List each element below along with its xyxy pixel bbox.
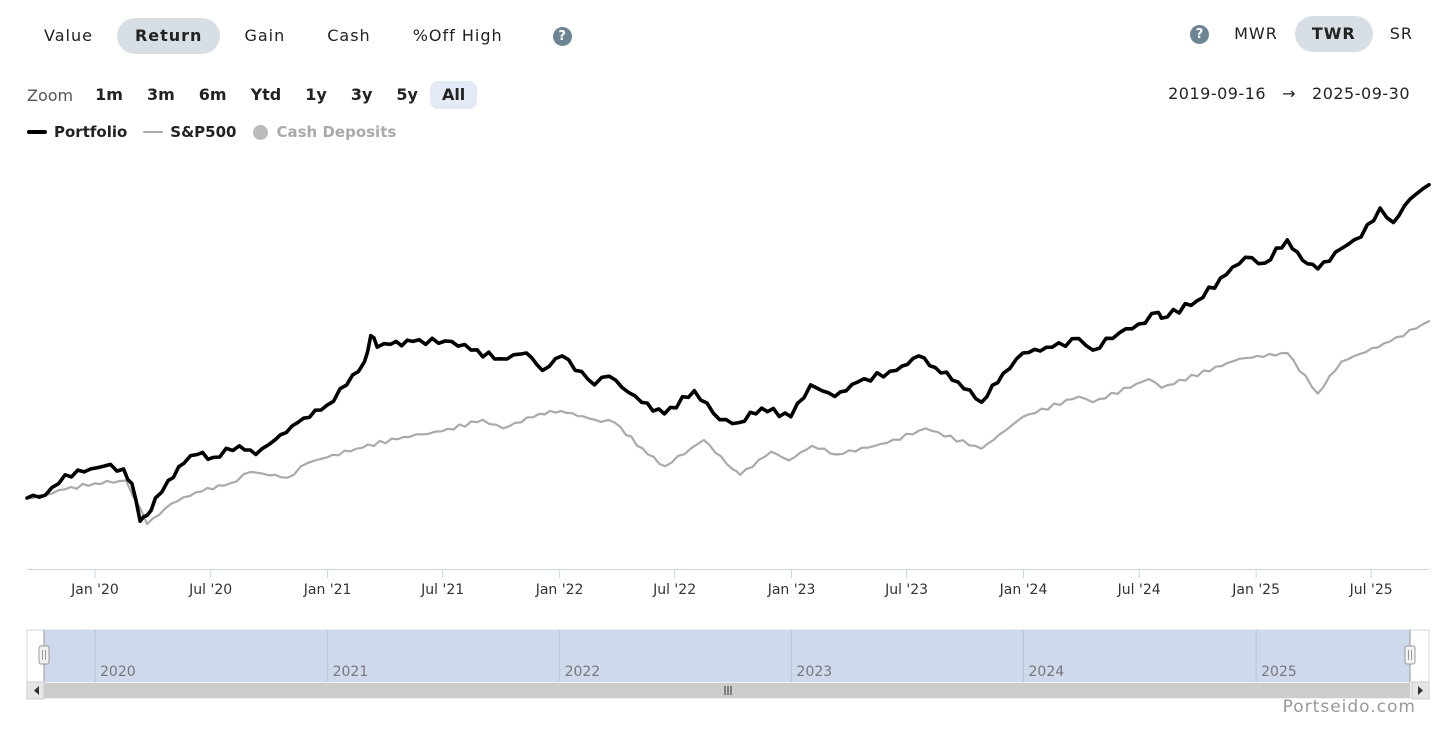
zoom-1y-button[interactable]: 1y [305, 85, 327, 104]
x-tick-label: Jan '24 [999, 582, 1048, 598]
zoom-3m-button[interactable]: 3m [146, 85, 175, 104]
x-tick-label: Jan '20 [70, 582, 119, 598]
tab-value[interactable]: Value [44, 26, 93, 45]
tab-return[interactable]: Return [116, 18, 221, 54]
navigator-year-label: 2024 [1029, 664, 1065, 680]
x-tick-label: Jul '21 [420, 582, 464, 598]
zoom-1m-button[interactable]: 1m [95, 85, 123, 104]
navigator-year-label: 2022 [565, 664, 601, 680]
navigator-left-handle[interactable] [38, 645, 50, 665]
watermark: Portseido.com [1282, 697, 1416, 717]
navigator-right-handle[interactable] [1404, 645, 1416, 665]
legend-item-portfolio[interactable]: Portfolio [27, 123, 127, 141]
range-start-date[interactable]: 2019-09-16 [1168, 84, 1267, 103]
zoom-6m-button[interactable]: 6m [198, 85, 227, 104]
legend-line-sp500 [143, 131, 164, 133]
x-tick-label: Jul '22 [652, 582, 696, 598]
zoom-3y-button[interactable]: 3y [350, 85, 373, 104]
series-line-sp500 [25, 320, 1431, 526]
arrow-right-icon [1418, 686, 1423, 695]
method-mwr[interactable]: MWR [1234, 24, 1278, 43]
legend-item-cash-deposits[interactable]: Cash Deposits [252, 123, 397, 141]
x-tick-label: Jul '20 [188, 582, 232, 598]
legend-line-portfolio [27, 130, 47, 134]
tab-off-high[interactable]: %Off High [412, 26, 503, 45]
chart-legend: Portfolio S&P500 Cash Deposits [27, 123, 412, 141]
return-method-tabs: ? MWR TWR SR [1190, 16, 1430, 52]
navigator-year-label: 2023 [797, 664, 833, 680]
x-tick-label: Jan '22 [535, 582, 584, 598]
tab-gain[interactable]: Gain [244, 26, 286, 45]
x-tick-label: Jul '23 [884, 582, 928, 598]
zoom-all-button[interactable]: All [429, 81, 478, 109]
navigator-selection[interactable] [44, 630, 1410, 682]
method-help-icon[interactable]: ? [1190, 24, 1210, 44]
x-tick-label: Jul '24 [1117, 582, 1161, 598]
help-icon[interactable]: ? [552, 26, 572, 46]
x-tick-label: Jul '25 [1349, 582, 1393, 598]
view-tabs: Value Return Gain Cash %Off High ? [26, 16, 572, 56]
legend-label-portfolio: Portfolio [54, 123, 128, 141]
date-range: 2019-09-16 → 2025-09-30 [1168, 84, 1410, 103]
legend-label-sp500: S&P500 [170, 123, 237, 141]
zoom-ytd-button[interactable]: Ytd [250, 85, 282, 104]
range-arrow-icon: → [1282, 84, 1297, 103]
navigator-year-label: 2020 [100, 664, 136, 680]
series-line-portfolio [25, 183, 1431, 523]
legend-label-cash-deposits: Cash Deposits [276, 123, 397, 141]
navigator-year-label: 2025 [1261, 664, 1297, 680]
arrow-left-icon [34, 686, 39, 695]
zoom-label: Zoom [27, 85, 74, 105]
x-tick-label: Jan '23 [767, 582, 816, 598]
zoom-5y-button[interactable]: 5y [396, 85, 418, 104]
legend-dot-cash-deposits [252, 124, 268, 140]
range-end-date[interactable]: 2025-09-30 [1312, 84, 1410, 103]
x-tick-label: Jan '25 [1231, 582, 1280, 598]
scrollbar-thumb[interactable] [44, 683, 1410, 698]
tab-cash[interactable]: Cash [327, 26, 371, 45]
method-twr[interactable]: TWR [1294, 16, 1373, 52]
zoom-controls: Zoom 1m 3m 6m Ytd 1y 3y 5y All [27, 80, 478, 110]
legend-item-sp500[interactable]: S&P500 [143, 123, 237, 141]
navigator-year-label: 2021 [333, 664, 369, 680]
x-tick-label: Jan '21 [303, 582, 352, 598]
method-sr[interactable]: SR [1389, 24, 1413, 43]
